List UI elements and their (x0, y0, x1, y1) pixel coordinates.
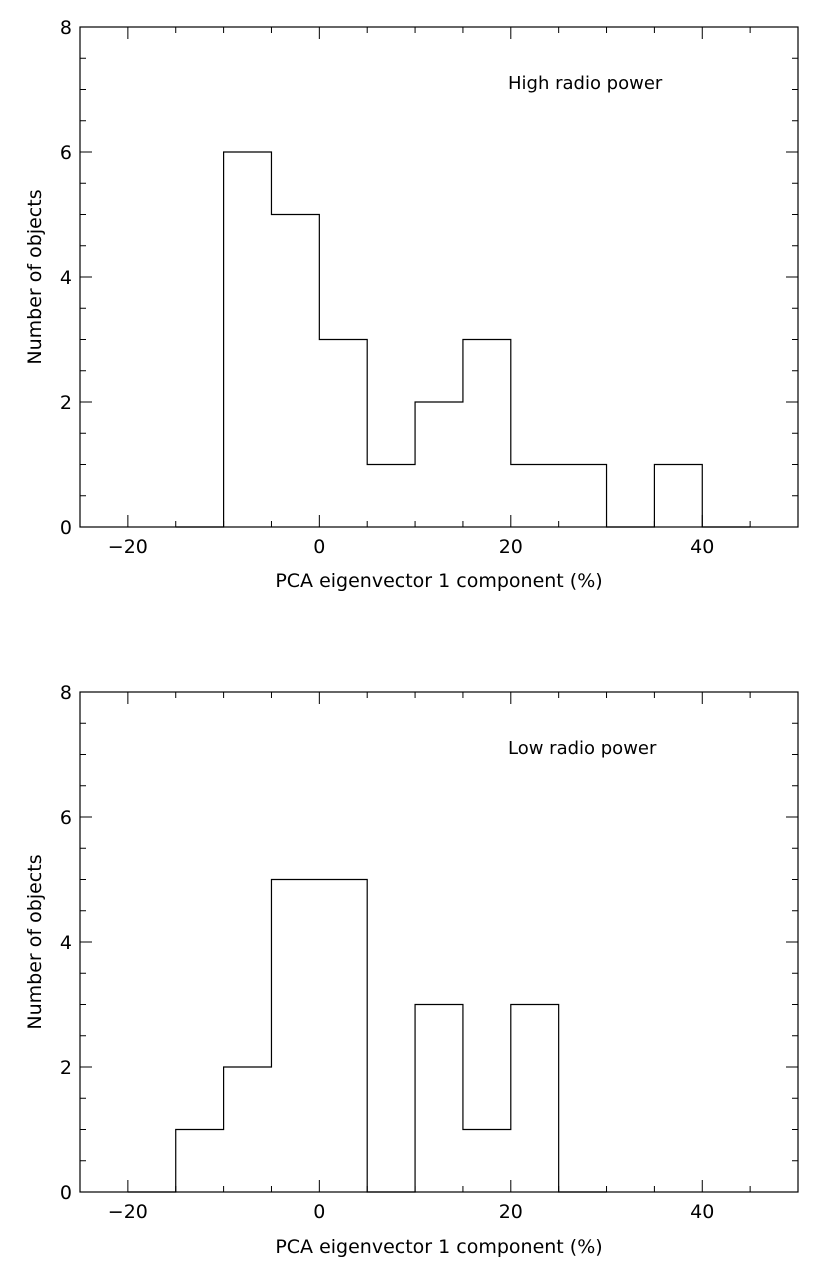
histogram-bin (415, 402, 463, 527)
y-axis-label: Number of objects (24, 189, 46, 364)
histogram-bin (511, 465, 559, 528)
x-tick-label: 40 (690, 1201, 714, 1223)
histogram-bin (224, 1067, 272, 1192)
x-tick-label: −20 (108, 1201, 148, 1223)
y-axis-label: Number of objects (24, 854, 46, 1029)
x-tick-labels: −20 0 20 40 (108, 536, 715, 558)
histogram-bin (463, 1130, 511, 1193)
histogram-bin (176, 1130, 224, 1193)
y-tick-label: 0 (60, 517, 72, 539)
histogram-outline (175, 151, 751, 528)
histogram-bin (559, 465, 607, 528)
y-tick-label: 6 (60, 142, 72, 164)
histogram-bin (511, 1005, 559, 1193)
panel-annotation: Low radio power (508, 738, 657, 759)
x-tick-label: 40 (690, 536, 714, 558)
x-axis-label: PCA eigenvector 1 component (%) (275, 1236, 602, 1258)
y-tick-label: 2 (60, 392, 72, 414)
x-tick-label: 0 (313, 536, 325, 558)
histogram-bin (367, 465, 415, 528)
histogram-bin (319, 880, 367, 1193)
histogram-outline (127, 878, 607, 1193)
y-tick-label: 6 (60, 807, 72, 829)
axis-ticks (79, 26, 799, 528)
x-tick-label: 0 (313, 1201, 325, 1223)
x-axis-label: PCA eigenvector 1 component (%) (275, 570, 602, 592)
y-tick-label: 8 (60, 682, 72, 704)
y-tick-labels: 0 2 4 6 8 (60, 682, 72, 1204)
y-tick-label: 2 (60, 1057, 72, 1079)
histogram-bin (654, 465, 702, 528)
histogram-panel-high-radio-power: −20 0 20 40 0 2 4 6 8 High radio power PCA eige… (24, 17, 799, 592)
histogram-bin (271, 215, 319, 528)
y-tick-label: 8 (60, 17, 72, 39)
y-tick-label: 4 (60, 932, 72, 954)
x-tick-label: 20 (499, 1201, 523, 1223)
histogram-panel-low-radio-power: −20 0 20 40 0 2 4 6 8 Low radio power PCA eigen… (24, 682, 799, 1258)
panel-annotation: High radio power (508, 73, 663, 94)
histogram-bin (319, 340, 367, 528)
y-tick-label: 0 (60, 1182, 72, 1204)
x-tick-label: 20 (499, 536, 523, 558)
x-tick-label: −20 (108, 536, 148, 558)
x-tick-labels: −20 0 20 40 (108, 1201, 715, 1223)
histogram-bin (224, 152, 272, 527)
histogram-bin (271, 880, 319, 1193)
y-tick-labels: 0 2 4 6 8 (60, 17, 72, 539)
histogram-bin (415, 1005, 463, 1193)
histogram-bin (463, 340, 511, 528)
y-tick-label: 4 (60, 267, 72, 289)
